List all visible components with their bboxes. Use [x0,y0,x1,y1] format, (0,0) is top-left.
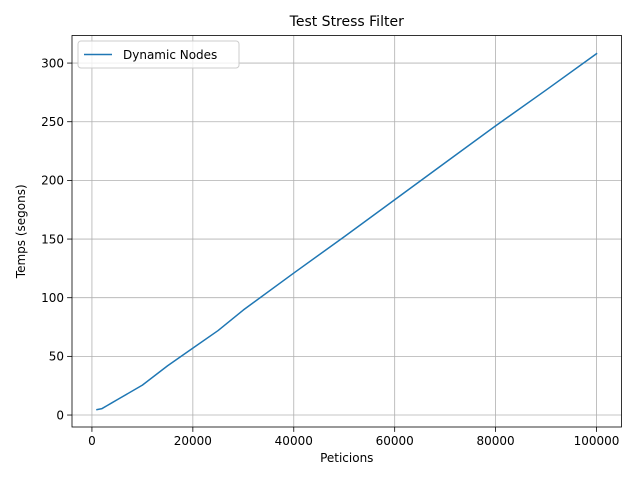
y-tick-label: 0 [56,408,64,422]
y-tick-label: 50 [49,350,64,364]
series-line-0 [96,52,598,411]
legend-box [77,40,240,69]
y-tick-label: 250 [41,115,64,129]
plot-lines [96,52,598,411]
x-tick-label: 40000 [275,434,313,448]
legend-entry-label: Dynamic Nodes [123,48,217,62]
y-tick-label: 300 [41,56,64,70]
y-tick-label: 100 [41,291,64,305]
x-tick-label: 0 [88,434,96,448]
chart-title: Test Stress Filter [289,14,404,30]
x-axis-label: Peticions [320,451,373,465]
y-axis-label: Temps (segons) [14,184,28,279]
x-tick-label: 20000 [174,434,212,448]
y-axis: 0 50 100 150 200 250 300 [41,56,72,422]
x-tick-label: 80000 [477,434,515,448]
grid-lines [72,35,622,427]
x-axis: 0 20000 40000 60000 80000 100000 [88,427,619,448]
x-tick-label: 100000 [574,434,620,448]
y-tick-label: 200 [41,174,64,188]
x-tick-label: 60000 [376,434,414,448]
plot-frame [71,35,622,428]
y-tick-label: 150 [41,232,64,246]
legend: Dynamic Nodes [77,40,240,69]
